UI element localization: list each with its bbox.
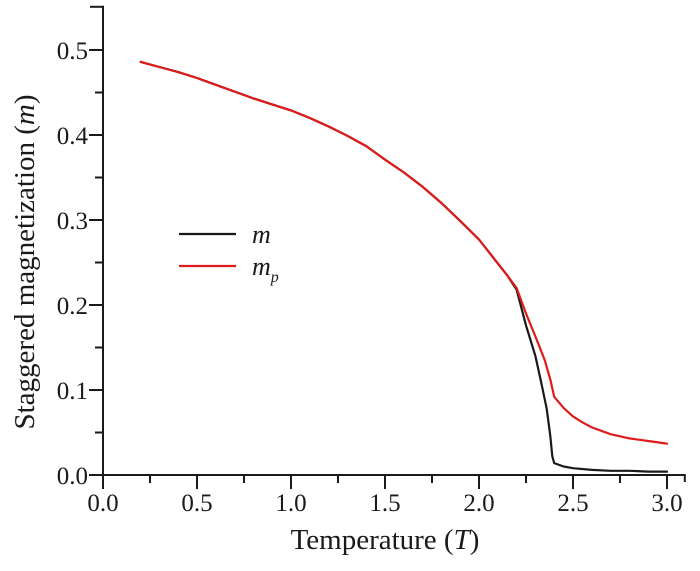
y-axis-title-suffix: ) xyxy=(9,94,41,104)
x-tick-label: 0.5 xyxy=(181,490,212,517)
plot-area: 0.0 0.5 1.0 1.5 2.0 2.5 3.0 0.0 0.1 0.2 0.3 0.4 0.5 xyxy=(57,5,686,517)
y-tick-label: 0.1 xyxy=(57,378,88,405)
y-tick-label: 0.2 xyxy=(57,293,88,320)
x-tick-label: 2.5 xyxy=(557,490,588,517)
y-axis-title: Staggered magnetization (m) xyxy=(9,94,41,429)
y-axis-title-symbol: m xyxy=(9,104,41,125)
x-axis-title-symbol: T xyxy=(454,524,472,556)
x-tick-label: 1.0 xyxy=(275,490,306,517)
x-tick-label: 0.0 xyxy=(87,490,118,517)
x-tick-label: 3.0 xyxy=(651,490,682,517)
legend: m mp xyxy=(179,220,279,286)
x-tick-label: 2.0 xyxy=(463,490,494,517)
legend-label-m: m xyxy=(252,220,271,249)
x-axis-title: Temperature (T) xyxy=(291,524,480,556)
y-tick-label: 0.0 xyxy=(57,463,88,490)
legend-label-mp: mp xyxy=(252,252,279,286)
y-axis-title-text: Staggered magnetization ( xyxy=(9,125,41,429)
y-tick-label: 0.4 xyxy=(57,123,89,150)
y-tick-label: 0.3 xyxy=(57,208,88,235)
x-axis-title-text: Temperature ( xyxy=(291,524,454,556)
y-tick-label: 0.5 xyxy=(57,38,88,65)
legend-label-mp-subscript: p xyxy=(270,269,279,286)
x-axis-title-suffix: ) xyxy=(470,524,480,556)
x-tick-label: 1.5 xyxy=(369,490,400,517)
series-line-mp xyxy=(139,60,669,445)
